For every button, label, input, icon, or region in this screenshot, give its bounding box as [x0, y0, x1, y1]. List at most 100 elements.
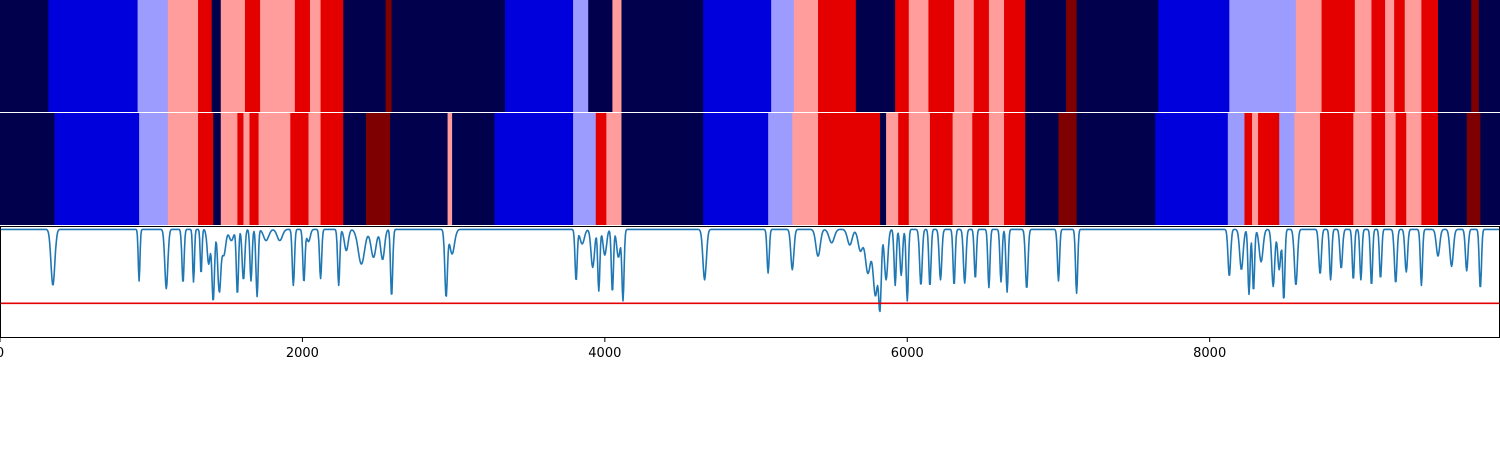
segment-r2-11 — [290, 113, 310, 225]
segment-r2-17 — [447, 113, 453, 225]
x-axis: 0 2000 4000 6000 8000 — [0, 338, 1226, 361]
segment-r1-47 — [1478, 0, 1500, 112]
segment-r2-44 — [1258, 113, 1280, 225]
segment-r2-28 — [880, 113, 887, 225]
segment-r1-8 — [260, 0, 296, 112]
segment-r1-41 — [1385, 0, 1395, 112]
segment-r2-37 — [1025, 113, 1060, 225]
segment-r2-15 — [365, 113, 391, 225]
x-tick-label-0: 0 — [0, 346, 4, 361]
segment-r1-29 — [973, 0, 990, 112]
segment-r2-31 — [908, 113, 931, 225]
segment-r2-51 — [1395, 113, 1407, 225]
segment-r2-18 — [452, 113, 496, 225]
segment-r2-7 — [237, 113, 245, 225]
segment-r2-22 — [606, 113, 623, 225]
segment-r2-56 — [1480, 113, 1500, 225]
segment-r1-24 — [855, 0, 896, 112]
segment-r1-2 — [137, 0, 169, 112]
segment-r1-12 — [343, 0, 387, 112]
segment-r2-38 — [1058, 113, 1078, 225]
segment-r2-27 — [818, 113, 881, 225]
segment-r2-29 — [886, 113, 899, 225]
segment-r1-31 — [1004, 0, 1026, 112]
segment-r1-13 — [385, 0, 393, 112]
segment-r1-25 — [895, 0, 910, 112]
segment-r1-16 — [573, 0, 589, 112]
segment-r1-4 — [198, 0, 213, 112]
segment-r1-43 — [1404, 0, 1422, 112]
segment-r1-0 — [0, 0, 49, 112]
segment-r2-23 — [621, 113, 704, 225]
segment-r1-14 — [391, 0, 506, 112]
segment-r2-8 — [243, 113, 251, 225]
segment-r2-39 — [1076, 113, 1156, 225]
trace-panel — [0, 226, 1500, 338]
segment-r1-1 — [48, 0, 139, 112]
segment-r1-9 — [294, 0, 311, 112]
segment-r2-13 — [320, 113, 344, 225]
segment-r1-26 — [908, 0, 930, 112]
segment-r2-48 — [1353, 113, 1373, 225]
segment-r1-5 — [211, 0, 222, 112]
segment-r1-10 — [309, 0, 322, 112]
segment-r2-21 — [595, 113, 607, 225]
segment-r2-26 — [792, 113, 819, 225]
segment-r1-17 — [588, 0, 613, 112]
segment-r1-46 — [1471, 0, 1480, 112]
segment-r1-45 — [1438, 0, 1472, 112]
segment-r1-28 — [954, 0, 975, 112]
segment-r1-38 — [1321, 0, 1356, 112]
segment-r1-35 — [1158, 0, 1230, 112]
segment-r2-16 — [390, 113, 449, 225]
heatmap-row-1 — [0, 0, 1500, 112]
trace-line — [0, 228, 1500, 313]
segment-r2-32 — [929, 113, 954, 225]
segment-r2-2 — [139, 113, 169, 225]
x-tick-label-1: 2000 — [286, 346, 319, 361]
segment-r2-0 — [0, 113, 56, 225]
segment-r1-6 — [220, 0, 246, 112]
segment-r1-37 — [1295, 0, 1323, 112]
segment-r1-42 — [1394, 0, 1406, 112]
segment-r2-47 — [1320, 113, 1354, 225]
segment-r1-44 — [1421, 0, 1439, 112]
trace-background — [0, 226, 1500, 338]
segment-r2-49 — [1371, 113, 1386, 225]
segment-r2-41 — [1227, 113, 1246, 225]
segment-r1-20 — [703, 0, 772, 112]
segment-r1-7 — [244, 0, 261, 112]
segment-r2-5 — [213, 113, 222, 225]
segment-r2-20 — [573, 113, 597, 225]
segment-r2-30 — [898, 113, 910, 225]
segment-r2-55 — [1466, 113, 1481, 225]
segment-r2-53 — [1421, 113, 1439, 225]
x-tick-label-2: 4000 — [588, 346, 621, 361]
segment-r1-40 — [1371, 0, 1386, 112]
segment-r2-9 — [249, 113, 260, 225]
segment-r2-50 — [1385, 113, 1397, 225]
segment-r1-3 — [167, 0, 199, 112]
segment-r1-33 — [1066, 0, 1078, 112]
segment-r1-22 — [793, 0, 819, 112]
segment-r1-23 — [818, 0, 857, 112]
segment-r2-33 — [952, 113, 973, 225]
segment-r1-19 — [621, 0, 704, 112]
segment-r2-14 — [343, 113, 367, 225]
segment-r1-18 — [612, 0, 623, 112]
segment-r2-4 — [198, 113, 214, 225]
segment-r2-35 — [988, 113, 1005, 225]
segment-r1-30 — [988, 0, 1005, 112]
segment-r1-11 — [320, 0, 344, 112]
segment-r2-6 — [220, 113, 238, 225]
segment-r2-36 — [1004, 113, 1026, 225]
segment-r2-43 — [1252, 113, 1259, 225]
segment-r2-12 — [308, 113, 322, 225]
segment-r2-3 — [167, 113, 199, 225]
segment-r1-34 — [1076, 0, 1159, 112]
heatmap-row-2 — [0, 112, 1500, 225]
segment-r1-39 — [1354, 0, 1373, 112]
segment-r1-27 — [928, 0, 955, 112]
segment-r2-42 — [1244, 113, 1253, 225]
